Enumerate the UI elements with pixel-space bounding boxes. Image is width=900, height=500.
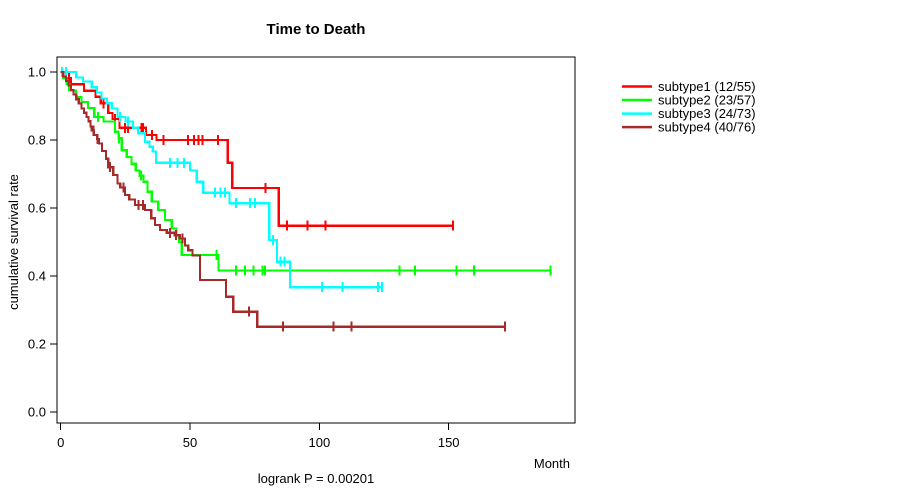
legend-item-subtype4: subtype4 (40/76) — [622, 120, 756, 135]
y-axis-title: cumulative survival rate — [6, 174, 21, 310]
x-axis-tick-label: 0 — [57, 435, 64, 450]
legend-item-subtype1: subtype1 (12/55) — [622, 79, 756, 94]
y-axis-tick-label: 1.0 — [28, 65, 46, 80]
legend-label-subtype1: subtype1 (12/55) — [658, 79, 756, 94]
legend-label-subtype2: subtype2 (23/57) — [658, 93, 756, 108]
y-axis-tick-label: 0.6 — [28, 201, 46, 216]
y-axis-tick-label: 0.2 — [28, 337, 46, 352]
x-axis-tick-label: 150 — [438, 435, 460, 450]
y-axis-tick-label: 0.0 — [28, 405, 46, 420]
y-axis-tick-label: 0.4 — [28, 269, 46, 284]
survival-curve-subtype1 — [60, 70, 453, 227]
logrank-annotation: logrank P = 0.00201 — [257, 471, 375, 486]
plot-box — [56, 56, 576, 424]
survival-curve-subtype4 — [60, 70, 505, 328]
survival-curve-subtype3 — [60, 70, 383, 289]
legend-label-subtype3: subtype3 (24/73) — [658, 106, 756, 121]
x-axis-tick-label: 100 — [309, 435, 331, 450]
legend-label-subtype4: subtype4 (40/76) — [658, 120, 756, 135]
legend-item-subtype3: subtype3 (24/73) — [622, 106, 756, 121]
y-axis-tick-label: 0.8 — [28, 133, 46, 148]
legend-item-subtype2: subtype2 (23/57) — [622, 93, 756, 108]
x-axis-tick-label: 50 — [183, 435, 197, 450]
chart-title: Time to Death — [266, 21, 366, 38]
x-axis-title: Month — [533, 456, 570, 471]
survival-curve-subtype2 — [60, 70, 551, 272]
